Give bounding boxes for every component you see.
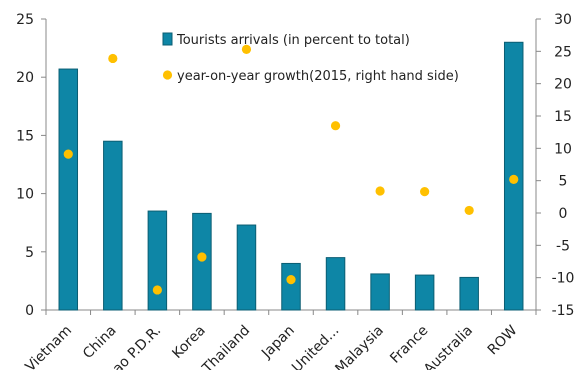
bar (325, 257, 346, 311)
growth-point (509, 174, 519, 184)
y-left-tick-label: 25 (16, 12, 34, 28)
x-category-label: Australia (421, 323, 476, 370)
x-category-label: Korea (169, 323, 208, 362)
growth-point (108, 53, 118, 64)
bar (236, 224, 257, 311)
x-category-label: Thailand (199, 323, 254, 370)
bar (459, 276, 479, 311)
bar (281, 262, 301, 311)
bar (103, 140, 123, 311)
y-right-tick-label: -15 (552, 303, 575, 319)
bar (192, 212, 212, 311)
growth-point (375, 186, 385, 196)
x-category-label: Vietnam (23, 323, 76, 370)
growth-point (241, 44, 252, 54)
x-category-label: Malaysia (332, 323, 387, 370)
bar (370, 273, 390, 311)
y-right-tick-label: 20 (554, 77, 572, 93)
x-category-label: Japan (258, 323, 298, 363)
y-right-tick-label: -5 (556, 238, 570, 254)
y-right-tick-label: 10 (554, 141, 572, 157)
y-left-tick-label: 0 (25, 303, 34, 319)
y-left-tick-label: 10 (16, 187, 34, 203)
bar (147, 210, 168, 311)
y-right-tick-label: 25 (554, 44, 572, 60)
y-right-tick-label: -10 (552, 271, 575, 287)
legend-dot-swatch (162, 70, 173, 80)
bar (58, 68, 79, 311)
growth-point (330, 121, 341, 131)
growth-point (464, 205, 474, 216)
growth-point (63, 149, 73, 159)
x-category-label: China (80, 323, 120, 363)
y-right-tick-label: 30 (554, 12, 572, 28)
growth-point (420, 187, 430, 197)
y-right-tick-label: 15 (554, 109, 572, 125)
growth-point (286, 275, 296, 285)
y-left-tick-label: 5 (25, 245, 34, 261)
bar (414, 274, 435, 311)
growth-point (197, 252, 207, 262)
legend-dot-label: year-on-year growth(2015, right hand sid… (177, 69, 459, 84)
y-left-tick-label: 15 (16, 128, 34, 144)
legend-bar-swatch (162, 32, 173, 46)
x-category-label: France (387, 323, 431, 367)
y-right-tick-label: 5 (559, 174, 568, 190)
y-right-tick-label: 0 (559, 206, 568, 222)
y-left-tick-label: 20 (16, 70, 34, 86)
growth-point (152, 285, 162, 295)
x-category-label: ROW (485, 322, 521, 358)
legend-bar-label: Tourists arrivals (in percent to total) (176, 33, 410, 48)
